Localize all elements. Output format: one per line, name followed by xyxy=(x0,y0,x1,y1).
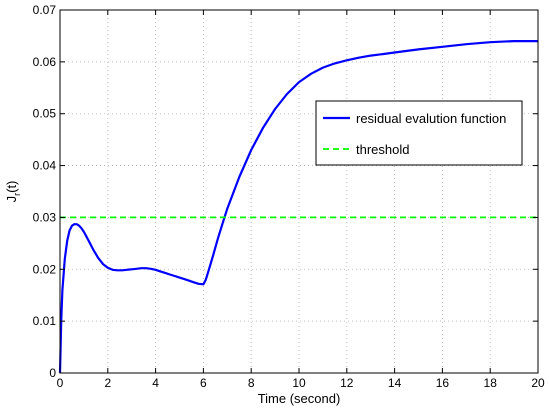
legend-label-residual: residual evalution function xyxy=(356,111,506,126)
y-tick-label: 0.04 xyxy=(33,159,57,173)
y-axis-label-main: J xyxy=(4,196,19,203)
y-tick-label: 0.02 xyxy=(33,262,57,276)
y-tick-label: 0.03 xyxy=(33,210,57,224)
series-line-0 xyxy=(58,39,538,374)
x-tick-label: 20 xyxy=(531,376,545,390)
y-tick-label: 0.06 xyxy=(33,55,57,69)
x-tick-label: 0 xyxy=(57,376,64,390)
x-tick-label: 8 xyxy=(248,376,255,390)
y-tick-label: 0 xyxy=(49,366,56,380)
x-tick-label: 6 xyxy=(200,376,207,390)
x-tick-label: 2 xyxy=(104,376,111,390)
legend-box xyxy=(315,100,523,166)
y-axis-label: Jr(t) xyxy=(4,181,22,203)
legend: residual evalution function threshold xyxy=(315,100,523,166)
y-tick-label: 0.05 xyxy=(33,107,57,121)
x-tick-label: 14 xyxy=(388,376,402,390)
x-axis-label: Time (second) xyxy=(258,391,341,406)
y-axis-label-arg: (t) xyxy=(4,181,19,193)
y-tick-label: 0.07 xyxy=(33,3,57,17)
x-tick-label: 12 xyxy=(340,376,354,390)
x-tick-label: 16 xyxy=(436,376,450,390)
grid xyxy=(60,10,538,373)
series-layer xyxy=(58,39,538,374)
x-tick-label: 18 xyxy=(484,376,498,390)
y-axis-label-sub: r xyxy=(12,193,22,196)
y-tick-label: 0.01 xyxy=(33,314,57,328)
x-tick-label: 4 xyxy=(152,376,159,390)
x-tick-label: 10 xyxy=(292,376,306,390)
legend-label-threshold: threshold xyxy=(356,142,409,157)
ticks: 0 2 4 6 8 10 12 14 16 18 20 0 0.01 0.02 0.03 0.04 0.05 0.… xyxy=(33,3,545,390)
